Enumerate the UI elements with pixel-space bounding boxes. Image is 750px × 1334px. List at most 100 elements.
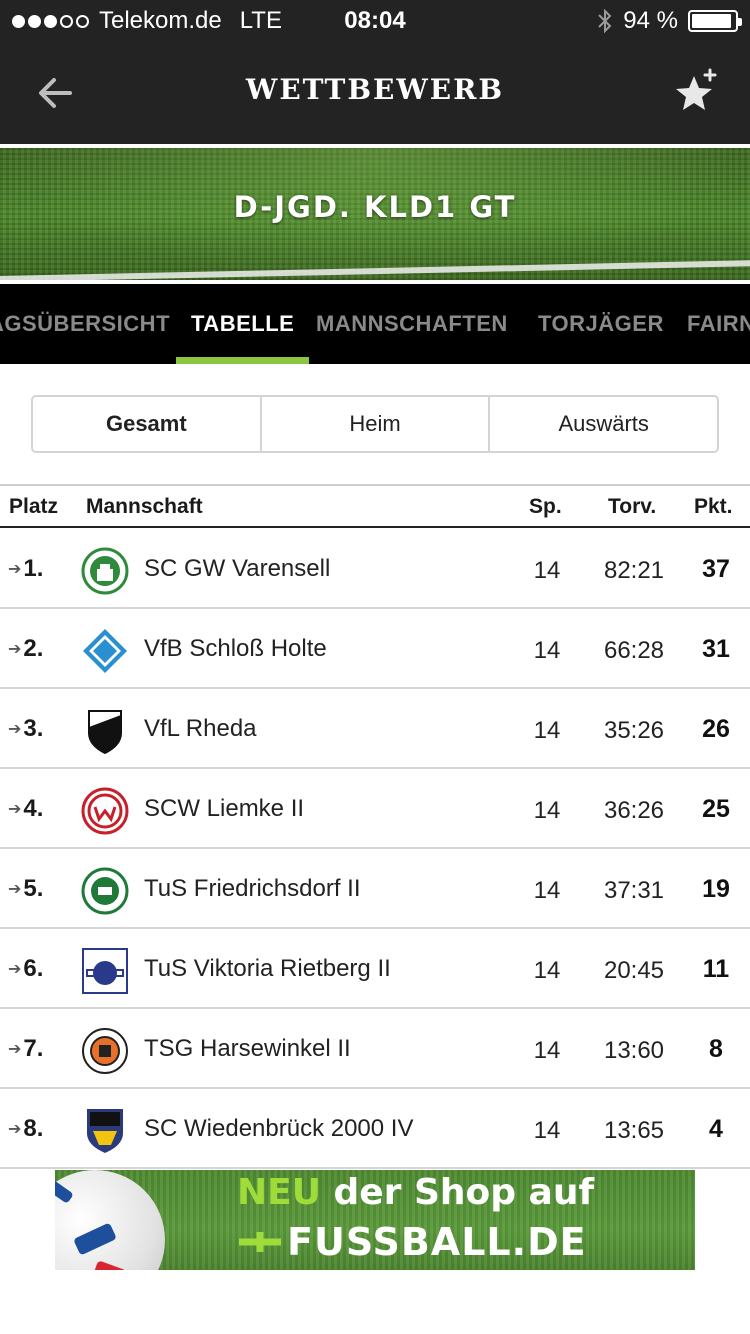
header-mannschaft: Mannschaft (86, 495, 203, 518)
ad-headline-text: der Shop auf (320, 1172, 595, 1213)
points: 37 (702, 555, 730, 583)
segment-heim[interactable]: Heim (262, 397, 491, 451)
network-type: LTE (239, 7, 282, 34)
table-filter-segment: Gesamt Heim Auswärts (31, 395, 719, 453)
games-played: 14 (533, 877, 561, 904)
star-plus-icon[interactable] (672, 66, 722, 116)
rank-value: 7. (23, 1035, 44, 1062)
header-punkte: Pkt. (694, 495, 733, 518)
table-row[interactable]: ➔ 8. SC Wiedenbrück 2000 IV 14 13:65 4 (0, 1089, 750, 1169)
segment-gesamt[interactable]: Gesamt (33, 397, 262, 451)
rank-cell: ➔ 2. (8, 635, 43, 663)
tab-torjaeger[interactable]: TORJÄGER (538, 311, 664, 336)
rank-value: 6. (23, 955, 44, 982)
club-crest-icon (87, 1109, 123, 1153)
pitch-line (0, 259, 750, 280)
ad-brand-text: FUSSBALL.DE (287, 1220, 587, 1264)
table-row[interactable]: ➔ 4. SCW Liemke II 14 36:26 25 (0, 769, 750, 849)
football-image (55, 1170, 165, 1270)
table-row[interactable]: ➔ 1. SC GW Varensell 14 82:21 37 (0, 529, 750, 609)
table-row[interactable]: ➔ 5. TuS Friedrichsdorf II 14 37:31 19 (0, 849, 750, 929)
competition-banner: D-JGD. KLD1 GT (0, 148, 750, 280)
rank-cell: ➔ 5. (8, 875, 43, 903)
tab-fairness[interactable]: FAIRNESS (687, 311, 750, 336)
games-played: 14 (533, 637, 561, 664)
team-name: SC GW Varensell (144, 555, 331, 582)
points: 31 (702, 635, 730, 663)
club-crest-icon (82, 1028, 128, 1074)
rank-cell: ➔ 6. (8, 955, 43, 983)
goal-ratio: 13:65 (603, 1117, 665, 1144)
points: 26 (702, 715, 730, 743)
trend-neutral-icon: ➔ (8, 801, 22, 818)
navigation-bar: WETTBEWERB (0, 40, 750, 144)
rank-cell: ➔ 8. (8, 1115, 43, 1143)
goal-ratio: 82:21 (603, 557, 665, 584)
standings-table: ➔ 1. SC GW Varensell 14 82:21 37 ➔ 2. VfB … (0, 529, 750, 1169)
fussball-logo-icon (239, 1232, 281, 1252)
points: 4 (709, 1115, 723, 1143)
arrow-left-icon[interactable] (30, 68, 80, 118)
points: 8 (709, 1035, 723, 1063)
trend-neutral-icon: ➔ (8, 961, 22, 978)
club-crest-icon (83, 629, 127, 673)
table-row[interactable]: ➔ 2. VfB Schloß Holte 14 66:28 31 (0, 609, 750, 689)
header-torverhaeltnis: Torv. (608, 495, 657, 518)
club-crest-icon (82, 948, 128, 994)
header-platz: Platz (9, 495, 59, 518)
tab-bar: AGSÜBERSICHT TABELLE MANNSCHAFTEN TORJÄG… (0, 284, 750, 364)
trend-neutral-icon: ➔ (8, 561, 22, 578)
team-name: TSG Harsewinkel II (144, 1035, 351, 1062)
goal-ratio: 35:26 (603, 717, 665, 744)
goal-ratio: 36:26 (603, 797, 665, 824)
goal-ratio: 20:45 (603, 957, 665, 984)
trend-neutral-icon: ➔ (8, 1121, 22, 1138)
trend-neutral-icon: ➔ (8, 721, 22, 738)
points: 11 (702, 955, 730, 983)
games-played: 14 (533, 557, 561, 584)
competition-title: D-JGD. KLD1 GT (233, 190, 517, 224)
table-row[interactable]: ➔ 3. VfL Rheda 14 35:26 26 (0, 689, 750, 769)
carrier-name: Telekom.de (99, 7, 222, 34)
rank-cell: ➔ 1. (8, 555, 43, 583)
rank-value: 8. (23, 1115, 44, 1142)
rank-value: 3. (23, 715, 44, 742)
table-header: Platz Mannschaft Sp. Torv. Pkt. (0, 484, 750, 528)
rank-value: 5. (23, 875, 44, 902)
team-name: SC Wiedenbrück 2000 IV (144, 1115, 414, 1142)
ad-brand: FUSSBALL.DE (237, 1220, 587, 1264)
club-crest-icon (88, 710, 122, 755)
trend-neutral-icon: ➔ (8, 1041, 22, 1058)
club-crest-icon (81, 867, 129, 915)
goal-ratio: 66:28 (603, 637, 665, 664)
clock: 08:04 (344, 7, 406, 34)
trend-neutral-icon: ➔ (8, 641, 22, 658)
points: 25 (702, 795, 730, 823)
tab-mannschaften[interactable]: MANNSCHAFTEN (316, 311, 508, 336)
segment-auswaerts[interactable]: Auswärts (558, 411, 649, 436)
tab-spieltagsuebersicht[interactable]: AGSÜBERSICHT (0, 311, 171, 336)
rank-cell: ➔ 4. (8, 795, 43, 823)
club-crest-icon (81, 547, 129, 595)
ad-neu-label: NEU (237, 1172, 321, 1213)
rank-cell: ➔ 3. (8, 715, 43, 743)
ad-headline: NEU der Shop auf (237, 1172, 594, 1213)
tab-tabelle[interactable]: TABELLE (175, 284, 310, 364)
battery-percentage: 94 % (623, 7, 678, 34)
goal-ratio: 13:60 (603, 1037, 665, 1064)
club-crest-icon (81, 787, 129, 835)
table-row[interactable]: ➔ 7. TSG Harsewinkel II 14 13:60 8 (0, 1009, 750, 1089)
team-name: TuS Friedrichsdorf II (144, 875, 361, 902)
shop-ad-banner[interactable]: NEU der Shop auf FUSSBALL.DE (55, 1170, 695, 1270)
bluetooth-icon (598, 8, 612, 34)
page-title: WETTBEWERB (245, 73, 505, 106)
team-name: VfL Rheda (144, 715, 257, 742)
rank-cell: ➔ 7. (8, 1035, 43, 1063)
table-row[interactable]: ➔ 6. TuS Viktoria Rietberg II 14 20:45 11 (0, 929, 750, 1009)
status-bar: Telekom.de LTE 08:04 94 % (0, 0, 750, 40)
goal-ratio: 37:31 (603, 877, 665, 904)
rank-value: 1. (23, 555, 44, 582)
games-played: 14 (533, 957, 561, 984)
games-played: 14 (533, 797, 561, 824)
games-played: 14 (533, 717, 561, 744)
